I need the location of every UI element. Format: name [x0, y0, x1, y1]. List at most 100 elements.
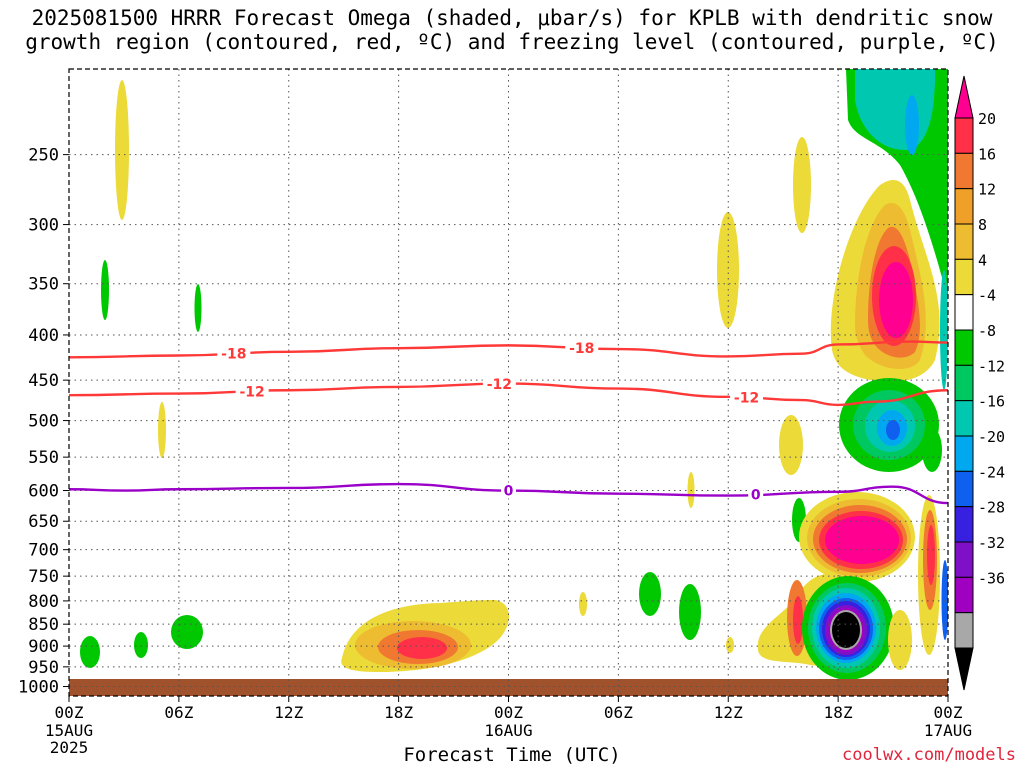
- omega-region: [726, 637, 734, 653]
- omega-region: [825, 516, 899, 564]
- y-tick-label: 850: [28, 615, 59, 635]
- contour-line: [68, 340, 949, 359]
- omega-region: [679, 584, 701, 640]
- y-tick-label: 600: [28, 482, 59, 502]
- colorbar-segment: [954, 506, 974, 543]
- y-tick-label: 550: [28, 448, 59, 468]
- omega-region: [941, 560, 948, 640]
- omega-region: [922, 428, 942, 472]
- contour-label: 0: [751, 488, 761, 504]
- y-tick-label: 350: [28, 275, 59, 295]
- x-tick-sublabel: 17AUG: [924, 721, 972, 740]
- y-tick-label: 300: [28, 216, 59, 236]
- colorbar-segment: [954, 329, 974, 366]
- colorbar-segment: [954, 117, 974, 154]
- x-tick-sublabel: 2025: [50, 738, 89, 757]
- omega-region: [80, 636, 100, 668]
- chart-title: 2025081500 HRRR Forecast Omega (shaded, …: [0, 6, 1024, 54]
- colorbar-segment: [954, 541, 974, 578]
- colorbar-segment: [954, 470, 974, 508]
- contour-label: -12: [734, 391, 759, 407]
- colorbar-segment: [954, 364, 974, 402]
- contour-label-bg: [235, 383, 269, 400]
- omega-region: [397, 637, 447, 659]
- colorbar-label: -36: [978, 569, 1005, 587]
- omega-region: [115, 80, 129, 220]
- colorbar-top-arrow: [954, 75, 974, 119]
- contour-label-bg: [217, 345, 251, 362]
- contour-label-bg: [501, 482, 516, 499]
- ground-surface: [69, 679, 948, 696]
- omega-region: [879, 262, 913, 338]
- colorbar-segment: [954, 152, 974, 190]
- colorbar-label: 20: [978, 110, 996, 128]
- y-tick-label: 900: [28, 637, 59, 657]
- contour-label-bg: [482, 375, 516, 392]
- omega-region: [793, 137, 811, 233]
- colorbar-segment: [954, 435, 974, 472]
- x-tick-label: 12Z: [714, 703, 743, 722]
- omega-region: [940, 270, 948, 390]
- omega-region: [886, 420, 900, 440]
- omega-region: [832, 612, 860, 648]
- colorbar-segment: [954, 258, 974, 296]
- omega-region: [793, 596, 803, 644]
- colorbar: 20 16 12 8 4 -4 -8 -12 -16 -20 -24 -28 -32 -36: [954, 75, 1005, 691]
- colorbar-segment: [954, 223, 974, 260]
- colorbar-label: -4: [978, 287, 996, 305]
- colorbar-label: -20: [978, 428, 1005, 446]
- omega-region: [934, 69, 946, 141]
- x-tick-label: 06Z: [604, 703, 633, 722]
- colorbar-segment: [954, 294, 974, 331]
- x-tick-sublabel: 15AUG: [45, 721, 93, 740]
- omega-region: [905, 95, 919, 155]
- omega-region: [639, 572, 661, 616]
- contour-label-bg: [730, 389, 764, 406]
- colorbar-label: -16: [978, 393, 1005, 411]
- omega-region: [717, 212, 739, 328]
- contour-label-bg: [565, 339, 599, 356]
- x-tick-label: 00Z: [55, 703, 84, 722]
- x-tick-label: 00Z: [494, 703, 523, 722]
- y-tick-label: 950: [28, 658, 59, 678]
- contour-label: -18: [569, 341, 594, 357]
- omega-region: [134, 632, 148, 658]
- contour-label: -12: [239, 384, 264, 400]
- colorbar-label: -8: [978, 322, 996, 340]
- x-tick-label: 00Z: [934, 703, 963, 722]
- y-tick-label: 400: [28, 326, 59, 346]
- y-tick-label: 450: [28, 371, 59, 391]
- colorbar-label: -24: [978, 463, 1005, 481]
- x-tick-label: 18Z: [824, 703, 853, 722]
- title-line-2: growth region (contoured, red, ºC) and f…: [25, 30, 999, 54]
- colorbar-label: -12: [978, 357, 1005, 375]
- colorbar-label: -28: [978, 499, 1005, 517]
- contour-label-bg: [748, 486, 764, 503]
- contour-label: 0: [504, 484, 514, 500]
- x-tick-label: 18Z: [384, 703, 413, 722]
- colorbar-segment: [954, 612, 974, 649]
- colorbar-label: 4: [978, 251, 987, 269]
- omega-region: [194, 284, 202, 332]
- y-axis: 2503003504004505005506006507007508008509…: [18, 146, 69, 698]
- colorbar-label: -32: [978, 534, 1005, 552]
- omega-region: [927, 525, 935, 585]
- omega-region: [779, 415, 803, 475]
- x-tick-label: 06Z: [164, 703, 193, 722]
- y-tick-label: 500: [28, 412, 59, 432]
- y-tick-label: 1000: [18, 678, 59, 698]
- y-tick-label: 650: [28, 512, 59, 532]
- credit-text: coolwx.com/models: [842, 745, 1016, 765]
- x-tick-label: 12Z: [274, 703, 303, 722]
- omega-region: [687, 472, 695, 508]
- colorbar-segment: [954, 400, 974, 437]
- contour-label: -12: [487, 377, 512, 393]
- omega-region: [888, 610, 912, 670]
- y-tick-label: 250: [28, 146, 59, 166]
- colorbar-label: 16: [978, 145, 996, 163]
- x-tick-sublabel: 16AUG: [484, 721, 532, 740]
- colorbar-label: 12: [978, 181, 996, 199]
- omega-region: [101, 260, 109, 320]
